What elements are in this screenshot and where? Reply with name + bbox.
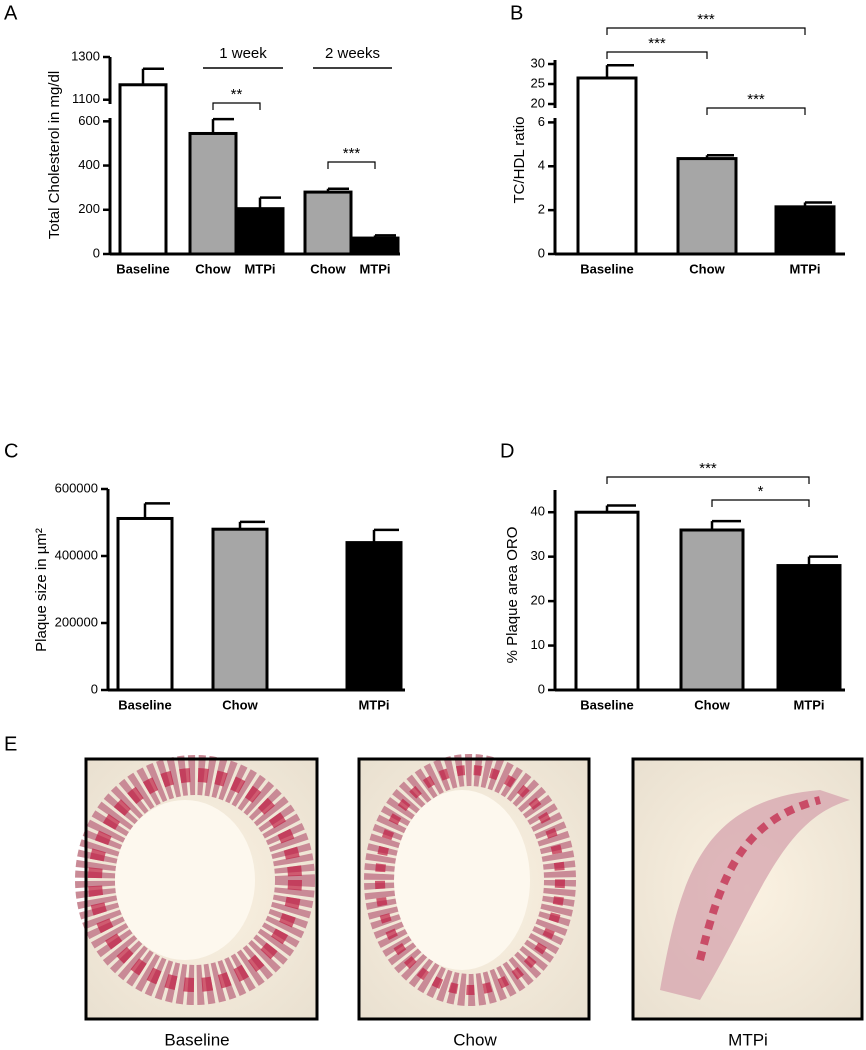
significance-bracket bbox=[606, 476, 810, 484]
y-tick-label: 25 bbox=[531, 75, 545, 90]
y-tick-label: 10 bbox=[531, 637, 545, 652]
x-tick-label: MTPi bbox=[789, 261, 820, 276]
y-tick-label: 400000 bbox=[55, 547, 98, 562]
bar bbox=[235, 207, 285, 256]
significance-label: *** bbox=[697, 11, 715, 28]
y-tick-label: 20 bbox=[531, 593, 545, 608]
panel-label: D bbox=[500, 440, 514, 462]
y-axis-label: Plaque size in µm² bbox=[33, 528, 50, 652]
x-tick-label: Chow bbox=[689, 261, 725, 276]
significance-label: *** bbox=[648, 35, 666, 52]
significance-bracket bbox=[706, 107, 806, 115]
bar bbox=[776, 564, 842, 692]
x-tick-label: MTPi bbox=[244, 261, 275, 276]
bar bbox=[574, 510, 640, 692]
histology-chow bbox=[357, 754, 591, 1021]
x-tick-label: Baseline bbox=[580, 697, 633, 712]
panel-label: E bbox=[4, 733, 17, 755]
y-tick-label: 1300 bbox=[71, 48, 100, 63]
y-tick-label: 0 bbox=[91, 681, 98, 696]
significance-bracket bbox=[711, 499, 810, 507]
y-tick-label: 2 bbox=[538, 202, 545, 217]
y-tick-label: 400 bbox=[78, 157, 100, 172]
bar bbox=[211, 527, 269, 692]
y-tick-label: 0 bbox=[538, 245, 545, 260]
x-tick-label: Chow bbox=[694, 697, 730, 712]
x-tick-label: Baseline bbox=[580, 261, 633, 276]
image-caption: Chow bbox=[453, 1030, 497, 1049]
panel-label: B bbox=[510, 2, 523, 24]
bar bbox=[679, 528, 745, 692]
y-tick-label: 4 bbox=[538, 158, 545, 173]
x-tick-label: Chow bbox=[195, 261, 231, 276]
x-tick-label: MTPi bbox=[359, 261, 390, 276]
significance-label: *** bbox=[699, 460, 717, 477]
significance-bracket bbox=[327, 161, 376, 169]
x-tick-label: Baseline bbox=[118, 697, 171, 712]
bar bbox=[116, 516, 174, 692]
y-axis-label: % Plaque area ORO bbox=[504, 527, 521, 664]
bar bbox=[676, 157, 738, 256]
y-tick-label: 600000 bbox=[55, 480, 98, 495]
x-tick-label: MTPi bbox=[793, 697, 824, 712]
y-tick-label: 600 bbox=[78, 113, 100, 128]
y-tick-label: 0 bbox=[93, 245, 100, 260]
significance-label: * bbox=[758, 483, 764, 500]
x-tick-label: Chow bbox=[310, 261, 346, 276]
panel-label: C bbox=[4, 440, 18, 462]
group-label: 1 week bbox=[219, 45, 267, 62]
bar bbox=[188, 131, 238, 256]
significance-bracket bbox=[606, 51, 708, 59]
bar bbox=[118, 83, 168, 256]
bar bbox=[303, 190, 353, 256]
panel-label: A bbox=[4, 2, 18, 24]
y-tick-label: 20 bbox=[531, 95, 545, 110]
y-tick-label: 30 bbox=[531, 548, 545, 563]
x-tick-label: Chow bbox=[222, 697, 258, 712]
image-caption: MTPi bbox=[728, 1030, 768, 1049]
image-caption: Baseline bbox=[164, 1030, 229, 1049]
significance-bracket bbox=[212, 102, 261, 110]
bar bbox=[576, 76, 638, 256]
y-tick-label: 1100 bbox=[72, 91, 100, 106]
histology-baseline bbox=[75, 755, 319, 1021]
bar bbox=[774, 205, 836, 256]
y-tick-label: 40 bbox=[531, 504, 545, 519]
y-tick-label: 200000 bbox=[55, 614, 98, 629]
y-tick-label: 30 bbox=[531, 55, 545, 70]
significance-bracket bbox=[606, 27, 806, 35]
histology-mtpi bbox=[631, 757, 864, 1021]
x-tick-label: Baseline bbox=[116, 261, 169, 276]
x-tick-label: MTPi bbox=[358, 697, 389, 712]
y-axis-label: TC/HDL ratio bbox=[511, 117, 528, 204]
y-tick-label: 0 bbox=[538, 681, 545, 696]
y-tick-label: 6 bbox=[538, 114, 545, 129]
y-tick-label: 200 bbox=[78, 201, 100, 216]
significance-label: ** bbox=[231, 86, 243, 103]
group-label: 2 weeks bbox=[325, 45, 380, 62]
significance-label: *** bbox=[343, 145, 361, 162]
y-axis-label: Total Cholesterol in mg/dl bbox=[46, 71, 63, 239]
bar bbox=[350, 236, 400, 256]
bar bbox=[345, 541, 403, 692]
significance-label: *** bbox=[747, 91, 765, 108]
